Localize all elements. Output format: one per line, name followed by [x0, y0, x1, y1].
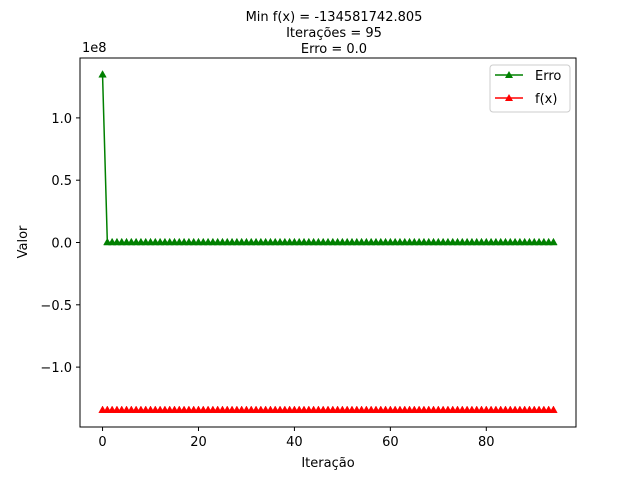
- x-tick-label: 80: [478, 435, 495, 450]
- y-tick-label: 0.0: [51, 237, 72, 252]
- x-tick-label: 20: [190, 435, 207, 450]
- series-erro-point: [549, 237, 558, 246]
- y-tick-label: 0.5: [51, 174, 72, 189]
- y-axis-offset-label: 1e8: [82, 41, 107, 56]
- x-axis-ticks: 0 20 40 60 80: [98, 427, 495, 450]
- y-tick-label: 1.0: [51, 112, 72, 127]
- x-axis-label: Iteração: [301, 456, 354, 471]
- x-tick-label: 60: [382, 435, 399, 450]
- series-layer: [98, 70, 558, 413]
- y-tick-label: −1.0: [40, 361, 72, 376]
- legend: Erro f(x): [489, 64, 571, 113]
- legend-fx-marker: [505, 94, 513, 101]
- chart-title-line-3: Erro = 0.0: [301, 42, 367, 57]
- y-tick-label: −0.5: [40, 299, 72, 314]
- x-tick-label: 40: [286, 435, 303, 450]
- chart-title: Min f(x) = -134581742.805 Iterações = 95…: [246, 10, 423, 57]
- legend-fx-label: f(x): [535, 92, 557, 107]
- legend-erro-label: Erro: [535, 69, 561, 84]
- chart-title-line-1: Min f(x) = -134581742.805: [246, 10, 423, 25]
- x-tick-label: 0: [98, 435, 106, 450]
- chart-title-line-2: Iterações = 95: [286, 26, 382, 41]
- y-axis-label: Valor: [16, 225, 31, 258]
- legend-erro-marker: [505, 71, 513, 78]
- series-fx-point: [549, 405, 558, 413]
- y-axis-ticks: −1.0 −0.5 0.0 0.5 1.0: [40, 112, 80, 376]
- series-erro-point: [98, 70, 107, 78]
